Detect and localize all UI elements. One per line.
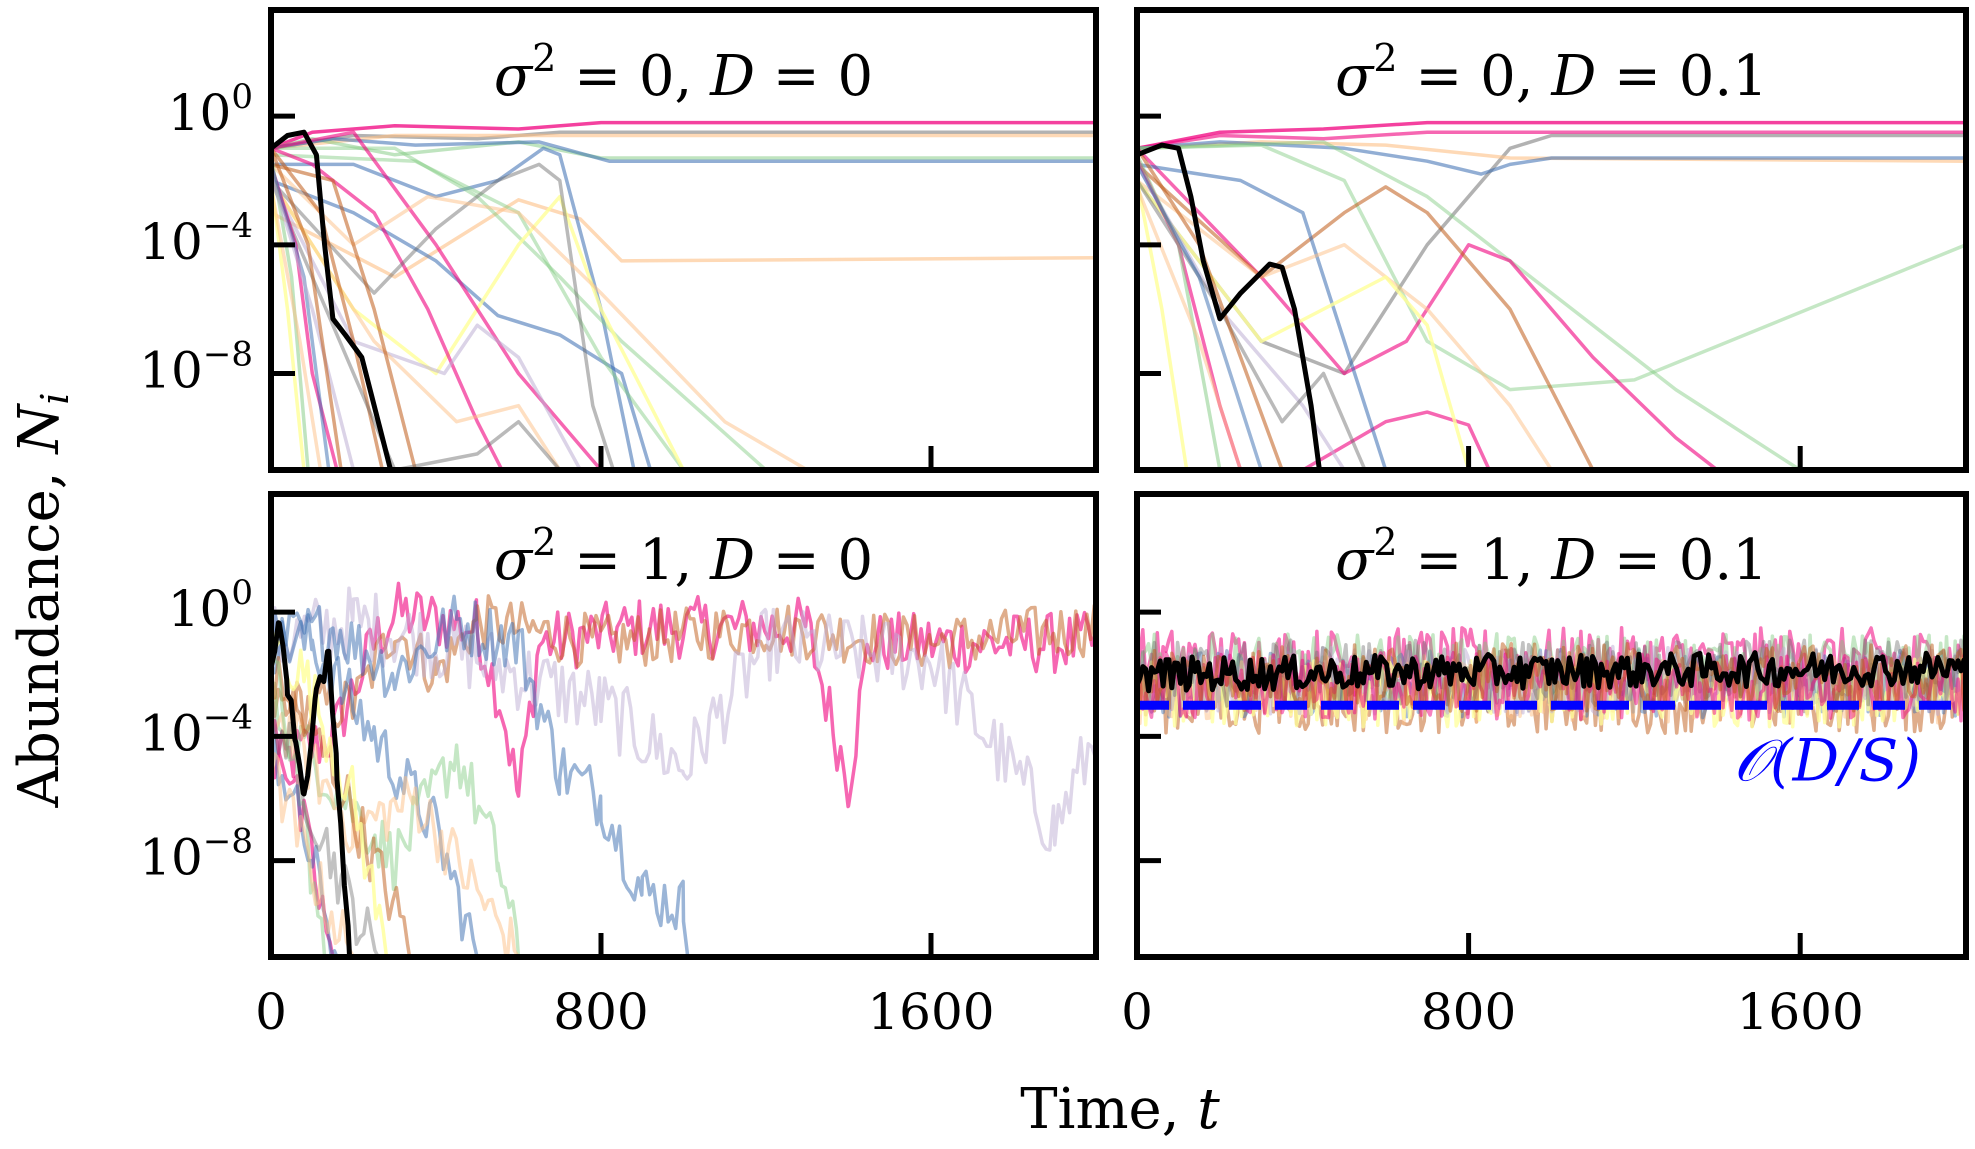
- series-blue-1: [271, 594, 690, 957]
- series-highlight: [271, 129, 394, 470]
- y-tick-exponent: −8: [203, 822, 253, 862]
- series-pink-low-hump: [1301, 410, 1492, 470]
- series-yellow-1: [271, 619, 389, 957]
- y-tick-exponent: −8: [203, 334, 253, 374]
- panel-tr-plot-area: [1137, 120, 1966, 470]
- y-axis-label-text: Abundance,: [7, 454, 72, 809]
- series-early-peach: [271, 752, 356, 957]
- y-tick-exponent: −4: [203, 206, 253, 246]
- y-tick-base: 10: [139, 341, 203, 399]
- series-survivor-blue: [1137, 140, 1966, 176]
- series-early-green: [1137, 153, 1222, 470]
- series-decline-blue-1: [271, 178, 653, 470]
- series-decline-grey-2: [271, 178, 562, 470]
- series-decline-blue-2: [271, 146, 636, 470]
- y-tick-label: 10−4: [139, 206, 253, 271]
- series-decline-brown-1: [271, 162, 418, 470]
- x-tick-label: 800: [1421, 983, 1516, 1041]
- panel-tr: σ2 = 0, D = 0.1: [1134, 7, 1969, 473]
- y-tick-base: 10: [168, 580, 232, 638]
- y-tick-base: 10: [139, 829, 203, 887]
- series-survivor-pink-2: [1137, 130, 1966, 151]
- panel-br-title: σ2 = 1, D = 0.1: [1335, 520, 1768, 593]
- y-tick-base: 10: [139, 213, 203, 271]
- y-axis-label-var: N: [7, 403, 72, 456]
- panel-bl-title: σ2 = 1, D = 0: [494, 520, 873, 593]
- series-decline-yellow: [1137, 178, 1471, 470]
- x-tick-label: 0: [1121, 983, 1153, 1041]
- panel-br: 𝒪(D/S) 0 800 1600 σ2 = 1, D = 0.1: [1121, 491, 1969, 1041]
- series-decline-lavender: [271, 178, 583, 470]
- y-axis-label-sub: i: [33, 393, 77, 405]
- x-tick-label: 0: [255, 983, 287, 1041]
- series-highlight: [1137, 650, 1966, 694]
- series-pink-hump: [1137, 146, 1720, 470]
- panel-bl-frame: [268, 491, 1099, 960]
- series-peach-1: [271, 709, 521, 957]
- y-tick-label: 100: [168, 573, 253, 638]
- series-highlight: [271, 620, 352, 957]
- series-decline-pink-2: [271, 146, 504, 470]
- panel-tr-frame: [1134, 7, 1969, 473]
- y-tick-base: 10: [168, 84, 232, 142]
- y-tick-exponent: −4: [203, 697, 253, 737]
- series-early-blue: [1137, 162, 1264, 470]
- panel-br-frame: [1134, 491, 1969, 960]
- series-early-yellow: [1137, 178, 1189, 470]
- x-tick-label: 1600: [867, 983, 994, 1041]
- series-decline-grey: [271, 162, 616, 470]
- series-pink-survivor: [271, 581, 1096, 809]
- series-decline-green-2: [1137, 140, 1802, 470]
- panel-bl-plot-area: [271, 581, 1096, 957]
- series-survivor-blue: [271, 136, 1096, 163]
- y-tick-label: 100: [168, 77, 253, 142]
- series-brown-hump: [1137, 162, 1595, 470]
- y-tick-exponent: 0: [231, 77, 253, 117]
- x-tick-label: 800: [553, 983, 648, 1041]
- series-brown-survivor: [271, 594, 1096, 734]
- series-early-peach: [271, 185, 323, 470]
- series-early-grey: [271, 683, 381, 957]
- y-tick-label: 10−4: [139, 697, 253, 762]
- x-axis-label-var: t: [1197, 1077, 1220, 1142]
- series-decline-brown-2: [271, 146, 385, 470]
- y-tick-base: 10: [139, 704, 203, 762]
- panel-tl-title: σ2 = 0, D = 0: [494, 36, 873, 109]
- y-tick-label: 10−8: [139, 822, 253, 887]
- y-axis-label: Abundance, Ni: [7, 393, 77, 809]
- series-decline-green-1: [271, 146, 768, 470]
- panel-tl-frame: [268, 7, 1099, 473]
- series-survivor-grey: [1137, 133, 1966, 376]
- series-early-lavender: [271, 172, 356, 470]
- series-early-brown: [271, 146, 343, 470]
- y-tick-label: 10−8: [139, 334, 253, 399]
- series-decline-blue: [1137, 162, 1388, 470]
- x-axis-label: Time, t: [1020, 1077, 1220, 1142]
- reference-line-label: 𝒪(D/S): [1733, 726, 1921, 794]
- y-tick-exponent: 0: [231, 573, 253, 613]
- series-rising-green: [1137, 143, 1966, 392]
- series-lavender-survivor: [271, 586, 1096, 852]
- series-green-1: [271, 681, 521, 957]
- panel-tl-plot-area: [271, 120, 1096, 470]
- x-axis-label-text: Time,: [1020, 1077, 1197, 1142]
- series-survivor-pink: [1137, 120, 1966, 151]
- x-tick-label: 1600: [1737, 983, 1864, 1041]
- series-early-peach: [1137, 185, 1243, 470]
- series-highlight: [1137, 142, 1322, 470]
- panel-tr-title: σ2 = 0, D = 0.1: [1335, 36, 1768, 109]
- panel-br-plot-area: [1137, 625, 1966, 735]
